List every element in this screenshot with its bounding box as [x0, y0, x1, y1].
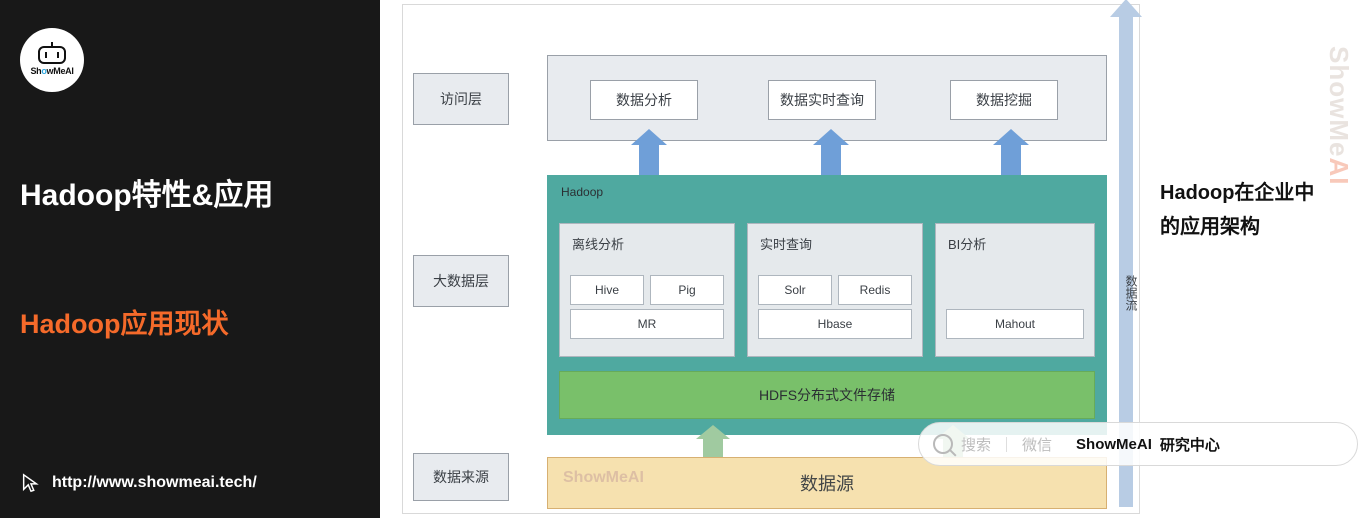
access-item-mining: 数据挖掘: [950, 80, 1058, 120]
hadoop-layer: Hadoop 离线分析 Hive Pig MR 实时查询 Solr Redis …: [547, 175, 1107, 435]
logo-text: ShowMeAI: [30, 66, 73, 76]
card-title: 离线分析: [560, 224, 734, 253]
search-placeholder-1: 搜索: [961, 434, 991, 455]
chip-mr: MR: [570, 309, 724, 339]
right-title: Hadoop在企业中 的应用架构: [1160, 176, 1314, 244]
cursor-icon: [20, 472, 42, 494]
sidebar: ShowMeAI Hadoop特性&应用 Hadoop应用现状 http://w…: [0, 0, 380, 518]
search-brand: ShowMeAI: [1076, 436, 1152, 453]
url-row: http://www.showmeai.tech/: [20, 472, 257, 494]
card-realtime: 实时查询 Solr Redis Hbase: [747, 223, 923, 357]
chip-hive: Hive: [570, 275, 644, 305]
chip-mahout: Mahout: [946, 309, 1084, 339]
vertical-brand: ShowMeAI: [1323, 46, 1354, 185]
chip-solr: Solr: [758, 275, 832, 305]
label-bigdata-layer: 大数据层: [413, 255, 509, 307]
hdfs-bar: HDFS分布式文件存储: [559, 371, 1095, 419]
chip-redis: Redis: [838, 275, 912, 305]
card-bi: BI分析 Mahout: [935, 223, 1095, 357]
access-item-realtime: 数据实时查询: [768, 80, 876, 120]
search-placeholder-2: 微信: [1022, 434, 1052, 455]
label-source-layer: 数据来源: [413, 453, 509, 501]
chip-hbase: Hbase: [758, 309, 912, 339]
label-access-layer: 访问层: [413, 73, 509, 125]
right-title-line1: Hadoop在企业中: [1160, 176, 1314, 210]
dataflow-label: 数据流: [1123, 275, 1140, 311]
hadoop-label: Hadoop: [561, 185, 603, 199]
access-item-analysis: 数据分析: [590, 80, 698, 120]
separator: ｜: [999, 434, 1014, 455]
arrow-up-icon: [703, 437, 723, 457]
sidebar-subtitle: Hadoop应用现状: [20, 302, 360, 341]
chip-pig: Pig: [650, 275, 724, 305]
search-icon: [933, 434, 953, 454]
logo-circle: ShowMeAI: [20, 28, 84, 92]
url-text: http://www.showmeai.tech/: [52, 474, 257, 492]
logo: ShowMeAI: [20, 28, 360, 92]
card-offline: 离线分析 Hive Pig MR: [559, 223, 735, 357]
card-title: BI分析: [936, 224, 1094, 253]
right-title-line2: 的应用架构: [1160, 210, 1314, 244]
sidebar-title: Hadoop特性&应用: [20, 170, 360, 214]
robot-icon: [38, 46, 66, 64]
card-title: 实时查询: [748, 224, 922, 253]
search-pill[interactable]: 搜索 ｜ 微信 ShowMeAI 研究中心: [918, 422, 1358, 466]
search-brand-tail: 研究中心: [1160, 434, 1220, 455]
